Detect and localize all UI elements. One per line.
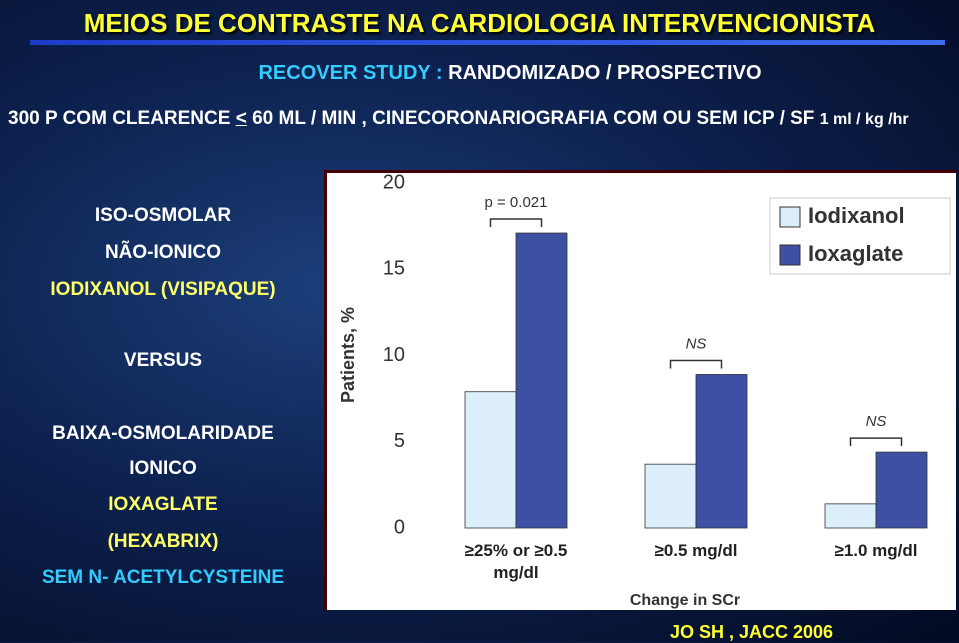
annotation: NS xyxy=(686,335,707,352)
list-item: BAIXA-OSMOLARIDADE xyxy=(52,423,274,444)
intro-text: 300 P COM CLEARENCE < 60 ML / MIN , CINE… xyxy=(8,104,953,134)
study-design: RANDOMIZADO / PROSPECTIVO xyxy=(448,62,762,84)
y-tick-label: 10 xyxy=(383,344,405,366)
intro-part: 60 ML / MIN , CINECORONARIOGRAFIA COM OU… xyxy=(252,108,815,129)
chart-svg: 0 5 10 15 20 Patients, % Change in SCr p = 0.02… xyxy=(338,173,951,609)
x-tick-label: ≥25% or ≥0.5 mg/dl xyxy=(464,541,568,582)
chart: 0 5 10 15 20 Patients, % Change in SCr p = 0.02… xyxy=(324,170,956,610)
list-item: IODIXANOL (VISIPAQUE) xyxy=(50,279,276,300)
legend-swatch xyxy=(779,206,801,228)
intro-part: 300 P COM CLEARENCE xyxy=(8,108,231,129)
slide-title: MEIOS DE CONTRASTE NA CARDIOLOGIA INTERV… xyxy=(83,8,876,38)
list-item: IONICO xyxy=(129,458,197,479)
bar xyxy=(464,391,517,529)
legend-label: Iodixanol xyxy=(808,203,905,228)
list-item: VERSUS xyxy=(123,350,203,371)
legend-swatch xyxy=(779,244,801,266)
y-tick-label: 5 xyxy=(394,430,405,452)
study-name: RECOVER STUDY : xyxy=(258,62,443,84)
legend-label: Ioxaglate xyxy=(808,241,903,266)
annotation: NS xyxy=(866,413,887,430)
y-tick-label: 15 xyxy=(383,258,405,280)
intro-part: < xyxy=(235,108,247,129)
list-item: IOXAGLATE xyxy=(108,494,218,515)
title-rule xyxy=(30,40,945,45)
intro-part: 1 ml / kg /hr xyxy=(819,111,909,128)
x-tick-label: ≥0.5 mg/dl xyxy=(654,541,738,560)
citation: JO SH , JACC 2006 xyxy=(670,622,834,642)
y-axis-label: Patients, % xyxy=(338,307,358,403)
list-item: ISO-OSMOLAR xyxy=(94,205,232,226)
x-axis-label: Change in SCr xyxy=(630,592,740,609)
y-tick-label: 0 xyxy=(394,516,405,538)
list-item: SEM N- ACETYLCYSTEINE xyxy=(41,567,285,588)
x-tick-label: ≥1.0 mg/dl xyxy=(834,541,918,560)
bar xyxy=(824,503,877,529)
significance-bracket xyxy=(489,218,543,228)
significance-bracket xyxy=(849,437,903,447)
bar xyxy=(875,451,928,529)
bar xyxy=(695,374,748,529)
list-item: NÃO-IONICO xyxy=(104,242,222,263)
study-line: RECOVER STUDY : RANDOMIZADO / PROSPECTIV… xyxy=(0,62,959,85)
annotation: p = 0.021 xyxy=(485,194,548,211)
bar xyxy=(515,232,568,529)
bar xyxy=(644,463,697,529)
list-item: (HEXABRIX) xyxy=(107,531,219,552)
significance-bracket xyxy=(669,359,723,369)
y-tick-label: 20 xyxy=(383,173,405,193)
